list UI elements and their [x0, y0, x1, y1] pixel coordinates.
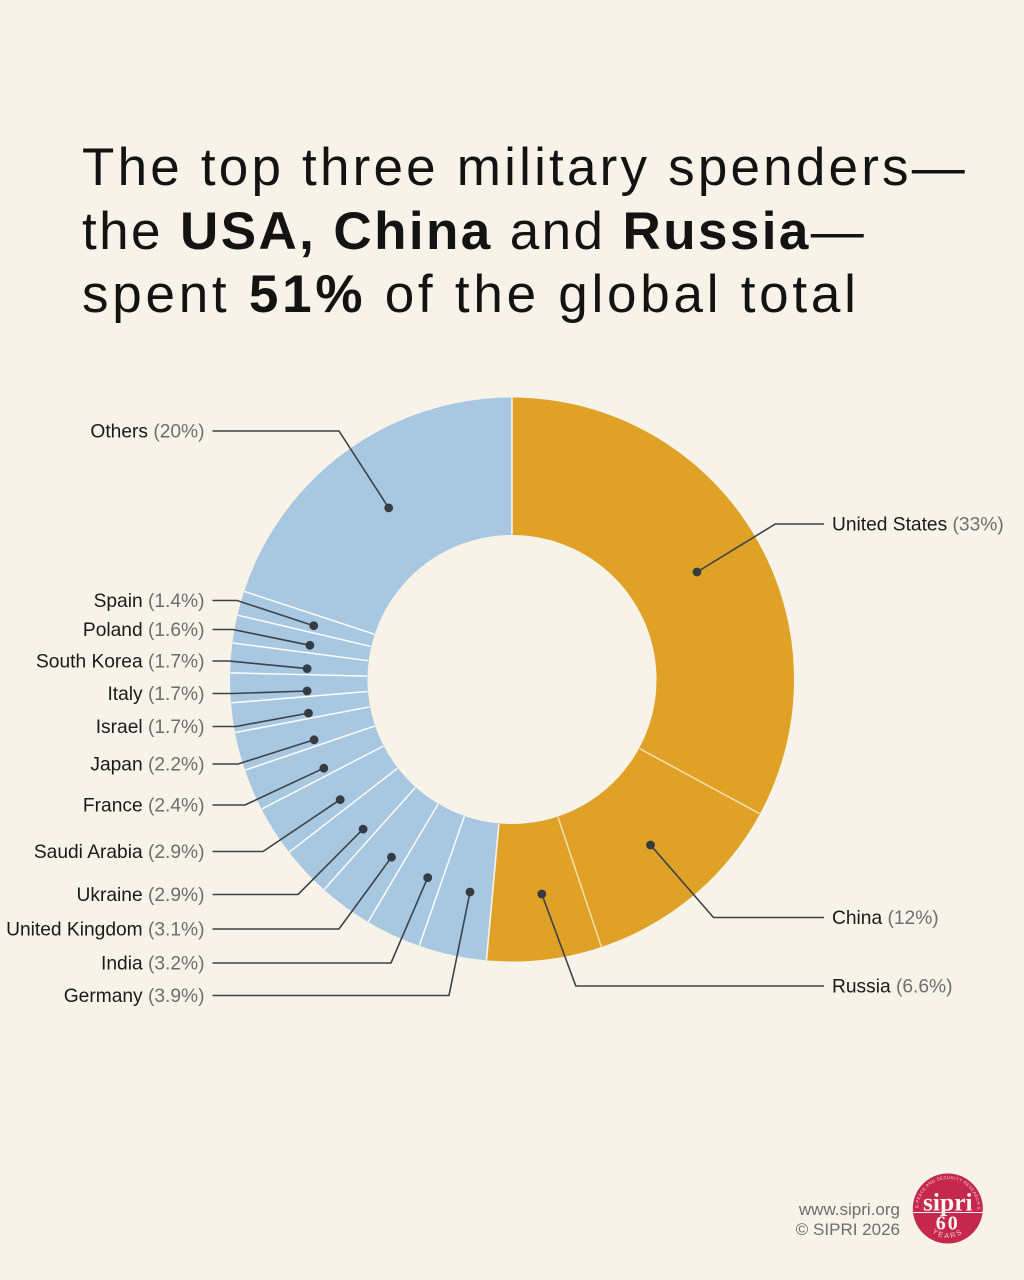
svg-text:YEARS: YEARS — [931, 1226, 965, 1240]
svg-text:United Kingdom (3.1%): United Kingdom (3.1%) — [6, 919, 204, 940]
svg-text:China (12%): China (12%) — [832, 908, 939, 929]
svg-text:Japan (2.2%): Japan (2.2%) — [90, 754, 204, 775]
svg-text:Poland (1.6%): Poland (1.6%) — [83, 620, 205, 641]
svg-text:Russia (6.6%): Russia (6.6%) — [832, 976, 953, 997]
svg-text:United States (33%): United States (33%) — [832, 514, 1004, 535]
svg-text:Italy (1.7%): Italy (1.7%) — [107, 684, 204, 705]
svg-text:France (2.4%): France (2.4%) — [83, 795, 205, 816]
svg-text:Spain (1.4%): Spain (1.4%) — [94, 591, 205, 612]
svg-text:Germany (3.9%): Germany (3.9%) — [64, 986, 205, 1007]
svg-text:Saudi Arabia (2.9%): Saudi Arabia (2.9%) — [34, 842, 205, 863]
svg-text:India (3.2%): India (3.2%) — [101, 953, 204, 974]
svg-text:60: 60 — [936, 1213, 960, 1235]
svg-text:South Korea (1.7%): South Korea (1.7%) — [36, 651, 205, 672]
svg-text:Ukraine (2.9%): Ukraine (2.9%) — [77, 885, 205, 906]
svg-text:Others (20%): Others (20%) — [90, 421, 204, 442]
svg-text:sipri: sipri — [923, 1188, 973, 1217]
svg-text:Israel (1.7%): Israel (1.7%) — [96, 717, 205, 738]
